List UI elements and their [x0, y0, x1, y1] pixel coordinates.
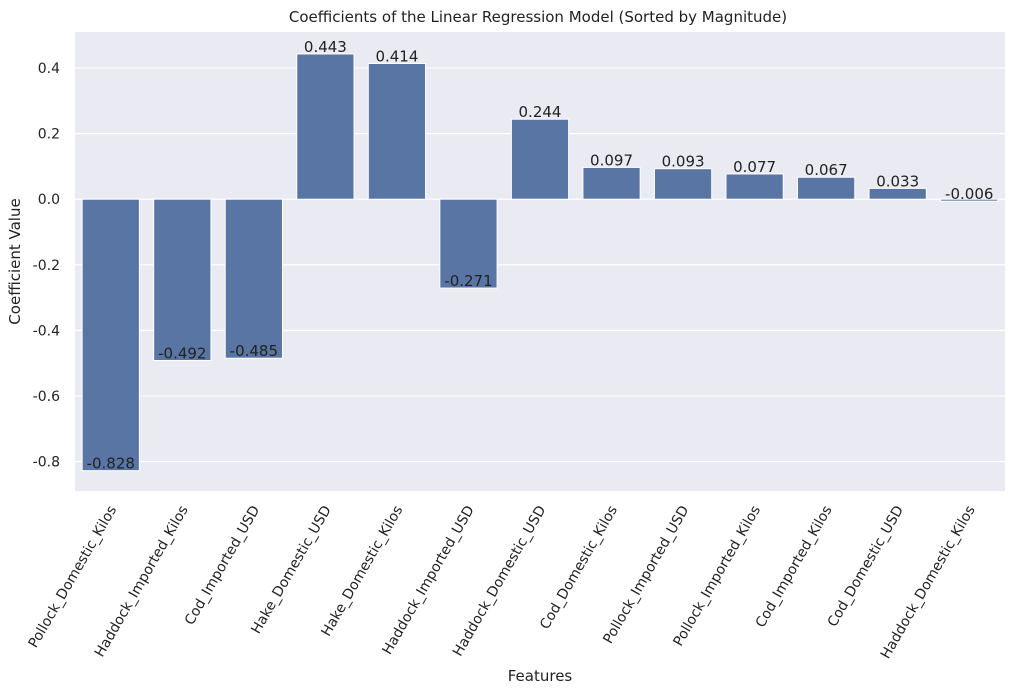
bar-Cod_Domestic_Kilos	[582, 166, 641, 200]
bar-Pollock_Domestic_Kilos	[81, 198, 140, 472]
bar-value-label: -0.485	[230, 342, 278, 360]
y-tick-label: 0.2	[38, 127, 60, 143]
y-axis-label: Coefficient Value	[6, 198, 24, 324]
bar-value-label: 0.093	[662, 153, 705, 171]
bar-value-label: -0.492	[158, 345, 206, 363]
x-tick-label: Cod_Imported_USD	[182, 503, 263, 628]
x-tick-label: Cod_Imported_Kilos	[753, 503, 836, 631]
x-axis-label: Features	[508, 667, 573, 685]
bar-value-label: 0.067	[805, 161, 848, 179]
x-tick-label: Hake_Domestic_USD	[248, 503, 334, 637]
x-tick-label: Cod_Domestic_USD	[825, 503, 907, 630]
x-tick-label: Hake_Domestic_Kilos	[318, 503, 406, 639]
x-tick-label: Cod_Domestic_Kilos	[537, 503, 621, 632]
bar-value-label: 0.033	[876, 172, 919, 190]
bar-value-label: 0.097	[590, 151, 633, 169]
y-tick-label: 0.4	[38, 61, 60, 77]
bar-Hake_Domestic_Kilos	[367, 62, 427, 200]
bar-Cod_Imported_USD	[224, 198, 283, 359]
x-axis-ticks: Pollock_Domestic_KilosHaddock_Imported_K…	[26, 503, 979, 662]
bar-Hake_Domestic_USD	[296, 53, 355, 200]
bar-value-label: 0.244	[519, 103, 562, 121]
bar-value-label: -0.006	[945, 185, 993, 203]
bar-Pollock_Imported_Kilos	[725, 173, 784, 200]
plot-area	[75, 32, 1005, 491]
bar-Cod_Domestic_USD	[868, 187, 927, 200]
bar-value-label: -0.271	[444, 272, 492, 290]
y-tick-label: -0.4	[33, 323, 60, 339]
bar-value-labels: -0.828 -0.492 -0.485 0.443 0.414 -0.271 0.244 0…	[87, 38, 994, 473]
y-tick-label: 0.0	[38, 192, 60, 208]
bar-Pollock_Imported_USD	[653, 168, 713, 200]
bar-Haddock_Imported_Kilos	[153, 198, 212, 362]
bar-Cod_Imported_Kilos	[797, 176, 856, 200]
y-tick-label: -0.8	[33, 454, 60, 470]
bar-value-label: -0.828	[87, 455, 135, 473]
bar-Haddock_Domestic_Kilos	[940, 198, 999, 202]
chart-title: Coefficients of the Linear Regression Mo…	[289, 8, 787, 26]
x-tick-label: Pollock_Imported_Kilos	[670, 503, 764, 649]
bar-value-label: 0.443	[304, 38, 347, 56]
y-tick-label: -0.6	[33, 389, 60, 405]
y-axis-ticks: -0.8 -0.6 -0.4 -0.2 0.0 0.2 0.4	[33, 61, 60, 470]
y-tick-label: -0.2	[33, 258, 60, 274]
bar-value-label: 0.414	[375, 47, 418, 65]
bar-Haddock_Domestic_USD	[510, 118, 570, 200]
bar-Haddock_Imported_USD	[439, 198, 498, 289]
bars	[81, 53, 999, 472]
bar-value-label: 0.077	[733, 158, 776, 176]
